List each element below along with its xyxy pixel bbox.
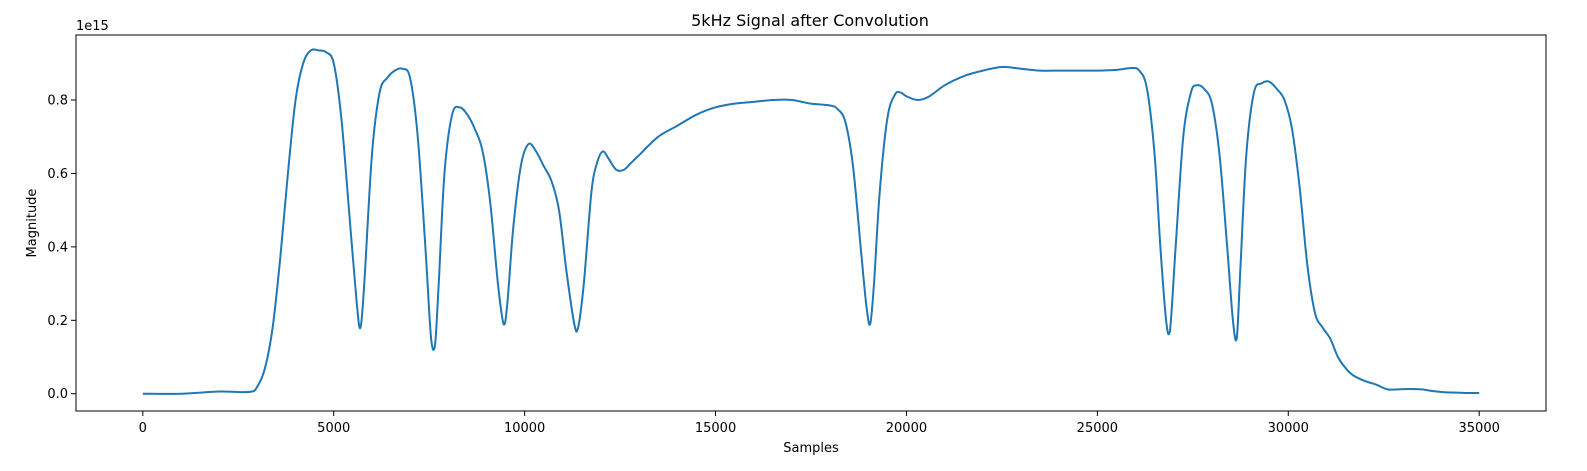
x-tick-label: 0 [139, 421, 147, 436]
x-tick-label: 30000 [1268, 421, 1309, 436]
y-offset-label: 1e15 [76, 19, 109, 34]
x-tick-label: 25000 [1077, 421, 1118, 436]
chart-title: 5kHz Signal after Convolution [691, 11, 929, 30]
x-tick-label: 20000 [886, 421, 927, 436]
y-axis-label: Magnitude [25, 189, 40, 258]
y-tick-label: 0.0 [47, 387, 68, 402]
y-tick-label: 0.6 [47, 167, 68, 182]
y-tick-label: 0.2 [47, 314, 68, 329]
plot-area [75, 34, 1547, 412]
x-tick-label: 35000 [1459, 421, 1500, 436]
y-axis: 0.0 0.2 0.4 0.6 0.8 [47, 93, 76, 402]
x-axis-label: Samples [783, 441, 839, 456]
series-line-0 [142, 48, 1480, 395]
y-tick-label: 0.4 [47, 240, 68, 255]
x-tick-label: 5000 [317, 421, 350, 436]
y-tick-label: 0.8 [47, 93, 68, 108]
x-tick-label: 15000 [695, 421, 736, 436]
x-axis: 0 5000 10000 15000 20000 25000 30000 35000 [139, 411, 1500, 436]
x-tick-label: 10000 [504, 421, 545, 436]
series-layer [142, 48, 1480, 395]
